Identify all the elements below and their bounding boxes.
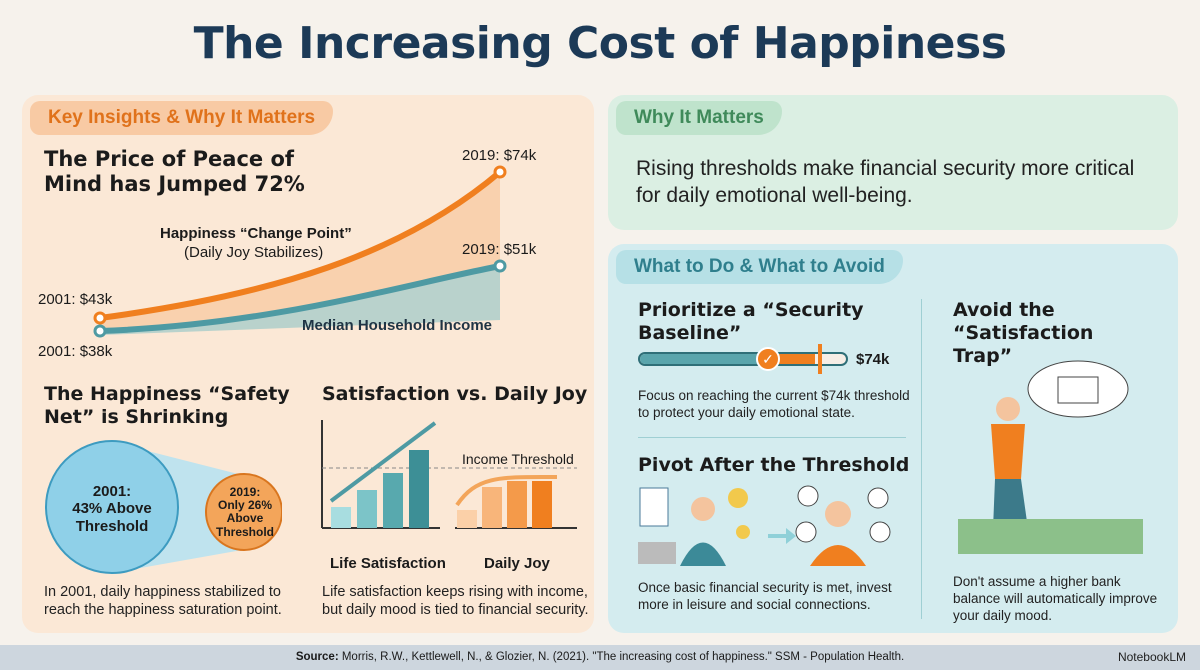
label-teal-2001: 2001: $38k — [38, 343, 113, 360]
what-to-do-tab: What to Do & What to Avoid — [616, 250, 903, 284]
ls-bar-2 — [357, 490, 377, 528]
source-label: Source: — [295, 651, 339, 663]
key-insights-panel: Key Insights & Why It Matters The Price … — [22, 95, 594, 633]
ls-bar-1 — [331, 507, 351, 528]
avoid-heading: Avoid the “Satisfaction Trap” — [953, 299, 1094, 367]
page-title: The Increasing Cost of Happiness — [193, 18, 1007, 69]
landscape-icon — [797, 485, 819, 507]
income-threshold-chart — [93, 165, 507, 338]
price-heading: The Price of Peace of Mind has Jumped 72… — [44, 147, 305, 197]
coin-icon-small — [736, 525, 750, 539]
teal-point-2001 — [93, 324, 107, 338]
security-baseline-slider — [638, 352, 848, 366]
safety-heading: The Happiness “Safety Net” is Shrinking — [44, 383, 290, 428]
pivot-heading: Pivot After the Threshold — [638, 454, 910, 476]
change-point-sub: (Daily Joy Stabilizes) — [184, 244, 324, 261]
tree-icon — [795, 521, 817, 543]
life-satisfaction-label: Life Satisfaction — [330, 555, 446, 572]
slider-value: $74k — [856, 351, 890, 368]
checklist-icon — [639, 487, 669, 527]
key-insights-tab: Key Insights & Why It Matters — [30, 101, 334, 135]
income-threshold-label: Income Threshold — [462, 451, 574, 467]
orange-point-2001 — [93, 311, 107, 325]
person-legs — [993, 479, 1028, 529]
divider — [638, 437, 906, 438]
orange-line — [99, 169, 502, 321]
what-to-do-panel: What to Do & What to Avoid Prioritize a … — [608, 244, 1178, 633]
chart-icon — [1057, 376, 1099, 404]
column-divider — [921, 299, 922, 619]
prioritize-text: Focus on reaching the current $74k thres… — [638, 388, 910, 420]
label-orange-2019: 2019: $74k — [462, 147, 537, 164]
money-pile-icon — [958, 519, 1143, 554]
man-head — [691, 497, 715, 521]
person-head — [996, 397, 1020, 421]
median-income-label: Median Household Income — [302, 317, 493, 334]
coin-icon — [728, 488, 748, 508]
dj-bar-2 — [482, 487, 502, 528]
teal-area — [100, 266, 500, 335]
why-it-matters-tab: Why It Matters — [616, 101, 782, 135]
dj-bar-3 — [507, 481, 527, 528]
safety-text: In 2001, daily happiness stabilized to r… — [44, 584, 282, 619]
satisfaction-trap-illustration — [958, 360, 1143, 554]
dj-bar-4 — [532, 481, 552, 528]
source-citation: Morris, R.W., Kettlewell, N., & Glozier,… — [338, 651, 905, 663]
label-orange-2001: 2001: $43k — [38, 291, 113, 308]
circle-2019 — [205, 473, 282, 551]
threshold-marker — [818, 344, 822, 374]
circle-2001-text: 2001: 43% Above Threshold — [72, 483, 152, 535]
shopping-icon — [867, 487, 889, 509]
prioritize-heading: Prioritize a “Security Baseline” — [638, 299, 864, 344]
pivot-illustration — [638, 485, 891, 566]
avoid-text: Don't assume a higher bank balance will … — [953, 574, 1158, 623]
satisfaction-heading: Satisfaction vs. Daily Joy — [322, 383, 588, 405]
arrow-right-icon — [768, 528, 796, 544]
satisfaction-text: Life satisfaction keeps rising with inco… — [322, 584, 589, 619]
safety-net-circles — [45, 440, 282, 574]
dj-bar-1 — [457, 510, 477, 528]
footer: Source: Morris, R.W., Kettlewell, N., & … — [0, 645, 1200, 670]
notebooklm-logo: NotebookLM — [1117, 650, 1186, 664]
heart-icon — [869, 521, 891, 543]
pivot-text: Once basic financial security is met, in… — [638, 580, 892, 612]
circle-2001 — [45, 440, 179, 574]
woman-body — [810, 545, 866, 566]
change-point-label: Happiness “Change Point” — [160, 225, 352, 242]
dj-curve — [455, 474, 558, 507]
teal-point-2019 — [493, 259, 507, 273]
satisfaction-bars — [321, 420, 577, 529]
why-text: Rising thresholds make financial securit… — [636, 157, 1135, 208]
label-teal-2019: 2019: $51k — [462, 241, 537, 258]
ls-trend — [329, 421, 437, 503]
woman-head — [825, 501, 851, 527]
teal-line — [99, 263, 501, 334]
ls-bar-4 — [409, 450, 429, 528]
orange-point-2019 — [493, 165, 507, 179]
laptop-icon — [638, 542, 676, 564]
person-body — [991, 424, 1025, 479]
check-icon: ✓ — [756, 347, 780, 371]
man-body — [680, 542, 726, 566]
why-it-matters-panel: Why It Matters Rising thresholds make fi… — [608, 95, 1178, 230]
daily-joy-label: Daily Joy — [484, 555, 550, 572]
circle-2019-text: 2019: Only 26% Above Threshold — [215, 485, 274, 539]
ls-bar-3 — [383, 473, 403, 528]
